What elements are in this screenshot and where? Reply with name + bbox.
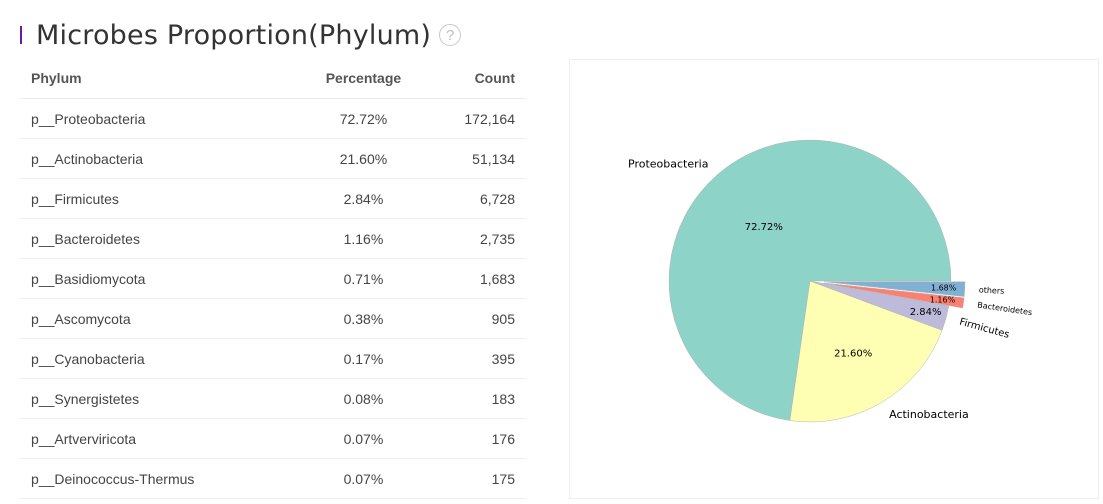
cell-count: 1,683 bbox=[425, 258, 526, 299]
table-row[interactable]: p__Actinobacteria 21.60% 51,134 bbox=[20, 138, 526, 179]
pie-value-label-bacteroidetes: 1.16% bbox=[930, 295, 956, 304]
cell-phylum: p__Synergistetes bbox=[20, 378, 302, 419]
table-row[interactable]: p__Artverviricota 0.07% 176 bbox=[20, 418, 526, 459]
pie-value-label-firmicutes: 2.84% bbox=[910, 307, 942, 318]
cell-percentage: 0.08% bbox=[301, 378, 426, 419]
table-header-row: Phylum Percentage Count bbox=[20, 58, 526, 99]
cell-phylum: p__Cyanobacteria bbox=[20, 338, 302, 379]
pie-value-label-actinobacteria: 21.60% bbox=[834, 348, 872, 359]
pie-category-label-actinobacteria: Actinobacteria bbox=[889, 408, 969, 421]
cell-count: 175 bbox=[425, 458, 526, 499]
cell-count: 172,164 bbox=[425, 98, 526, 139]
table-row[interactable]: p__Bacteroidetes 1.16% 2,735 bbox=[20, 218, 526, 259]
cell-phylum: p__Ascomycota bbox=[20, 298, 302, 339]
cell-count: 2,735 bbox=[425, 218, 526, 259]
table-row[interactable]: p__Ascomycota 0.38% 905 bbox=[20, 298, 526, 339]
cell-phylum: p__Bacteroidetes bbox=[20, 218, 302, 259]
cell-count: 176 bbox=[425, 418, 526, 459]
cell-count: 183 bbox=[425, 378, 526, 419]
cell-count: 905 bbox=[425, 298, 526, 339]
phylum-table: Phylum Percentage Count p__Proteobacteri… bbox=[20, 58, 526, 499]
page-header: Microbes Proportion(Phylum) ? bbox=[20, 18, 462, 52]
column-header-count[interactable]: Count bbox=[425, 58, 526, 99]
table-row[interactable]: p__Cyanobacteria 0.17% 395 bbox=[20, 338, 526, 379]
cell-percentage: 0.17% bbox=[301, 338, 426, 379]
title-accent-bar bbox=[20, 26, 22, 44]
cell-count: 51,134 bbox=[425, 138, 526, 179]
help-icon[interactable]: ? bbox=[439, 24, 462, 46]
column-header-phylum[interactable]: Phylum bbox=[20, 58, 302, 99]
table-row[interactable]: p__Proteobacteria 72.72% 172,164 bbox=[20, 98, 526, 139]
pie-value-label-proteobacteria: 72.72% bbox=[745, 222, 783, 233]
cell-phylum: p__Actinobacteria bbox=[20, 138, 302, 179]
page-title: Microbes Proportion(Phylum) bbox=[36, 19, 432, 51]
column-header-percentage[interactable]: Percentage bbox=[301, 58, 426, 99]
pie-category-label-others: others bbox=[979, 285, 1005, 295]
pie-value-label-others: 1.68% bbox=[931, 284, 957, 293]
cell-percentage: 0.38% bbox=[301, 298, 426, 339]
table-row[interactable]: p__Basidiomycota 0.71% 1,683 bbox=[20, 258, 526, 299]
pie-slice-firmicutes[interactable] bbox=[809, 280, 950, 331]
cell-phylum: p__Basidiomycota bbox=[20, 258, 302, 299]
cell-percentage: 21.60% bbox=[301, 138, 426, 179]
pie-category-label-firmicutes: Firmicutes bbox=[958, 317, 1010, 341]
table-row[interactable]: p__Synergistetes 0.08% 183 bbox=[20, 378, 526, 419]
cell-percentage: 0.07% bbox=[301, 418, 426, 459]
cell-count: 395 bbox=[425, 338, 526, 379]
pie-slice-proteobacteria[interactable] bbox=[668, 139, 952, 421]
pie-chart-panel: 72.72% Proteobacteria 21.60% Actinobacteria… bbox=[569, 59, 1099, 499]
cell-percentage: 72.72% bbox=[301, 98, 426, 139]
cell-percentage: 0.07% bbox=[301, 458, 426, 499]
pie-category-label-bacteroidetes: Bacteroidetes bbox=[977, 300, 1033, 317]
cell-percentage: 0.71% bbox=[301, 258, 426, 299]
cell-phylum: p__Artverviricota bbox=[20, 418, 302, 459]
cell-percentage: 2.84% bbox=[301, 178, 426, 219]
cell-phylum: p__Firmicutes bbox=[20, 178, 302, 219]
pie-slice-others[interactable] bbox=[823, 281, 966, 297]
table-row[interactable]: p__Firmicutes 2.84% 6,728 bbox=[20, 178, 526, 219]
table-row[interactable]: p__Deinococcus-Thermus 0.07% 175 bbox=[20, 458, 526, 499]
pie-slice-bacteroidetes[interactable] bbox=[823, 282, 965, 309]
cell-percentage: 1.16% bbox=[301, 218, 426, 259]
cell-phylum: p__Deinococcus-Thermus bbox=[20, 458, 302, 499]
cell-phylum: p__Proteobacteria bbox=[20, 98, 302, 139]
cell-count: 6,728 bbox=[425, 178, 526, 219]
pie-chart: 72.72% Proteobacteria 21.60% Actinobacteria… bbox=[628, 139, 1033, 423]
pie-category-label-proteobacteria: Proteobacteria bbox=[628, 157, 708, 170]
